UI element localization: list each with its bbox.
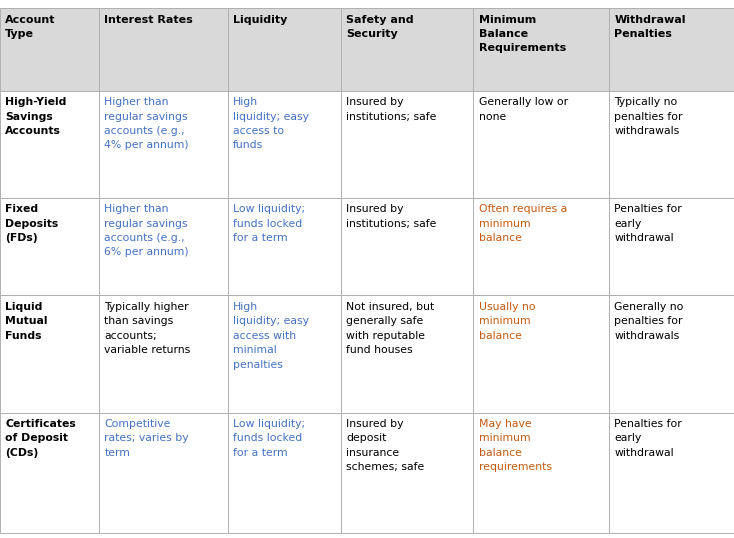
Bar [99, 198, 228, 295]
Text: Withdrawal
Penalties: Withdrawal Penalties [614, 15, 686, 39]
Text: Penalties for
early
withdrawal: Penalties for early withdrawal [614, 204, 682, 243]
Bar [341, 198, 473, 295]
Text: Low liquidity;
funds locked
for a term: Low liquidity; funds locked for a term [233, 204, 305, 243]
Bar [99, 8, 228, 91]
Text: Competitive
rates; varies by
term: Competitive rates; varies by term [104, 419, 189, 458]
Text: Account
Type: Account Type [5, 15, 56, 39]
Text: Insured by
institutions; safe: Insured by institutions; safe [346, 97, 437, 122]
Bar [473, 198, 609, 295]
Bar [341, 91, 473, 198]
Text: Insured by
institutions; safe: Insured by institutions; safe [346, 204, 437, 229]
Text: Liquidity: Liquidity [233, 15, 287, 25]
Text: Not insured, but
generally safe
with reputable
fund houses: Not insured, but generally safe with rep… [346, 302, 435, 355]
Text: Liquid
Mutual
Funds: Liquid Mutual Funds [5, 302, 48, 341]
Text: Interest Rates: Interest Rates [104, 15, 193, 25]
Bar [0, 91, 99, 198]
Text: Often requires a
minimum
balance: Often requires a minimum balance [479, 204, 567, 243]
Text: High
liquidity; easy
access with
minimal
penalties: High liquidity; easy access with minimal… [233, 302, 309, 370]
Bar [609, 295, 734, 413]
Text: Low liquidity;
funds locked
for a term: Low liquidity; funds locked for a term [233, 419, 305, 458]
Text: Penalties for
early
withdrawal: Penalties for early withdrawal [614, 419, 682, 458]
Text: High-Yield
Savings
Accounts: High-Yield Savings Accounts [5, 97, 67, 136]
Text: Higher than
regular savings
accounts (e.g.,
4% per annum): Higher than regular savings accounts (e.… [104, 97, 189, 150]
Bar [473, 91, 609, 198]
Bar [473, 413, 609, 533]
Bar [0, 295, 99, 413]
Text: Generally no
penalties for
withdrawals: Generally no penalties for withdrawals [614, 302, 684, 341]
Text: Safety and
Security: Safety and Security [346, 15, 414, 39]
Bar [228, 413, 341, 533]
Bar [0, 8, 99, 91]
Bar [228, 8, 341, 91]
Bar [228, 198, 341, 295]
Bar [99, 91, 228, 198]
Bar [99, 295, 228, 413]
Text: Generally low or
none: Generally low or none [479, 97, 567, 122]
Text: Certificates
of Deposit
(CDs): Certificates of Deposit (CDs) [5, 419, 76, 458]
Bar [99, 413, 228, 533]
Text: Usually no
minimum
balance: Usually no minimum balance [479, 302, 535, 341]
Bar [0, 413, 99, 533]
Text: May have
minimum
balance
requirements: May have minimum balance requirements [479, 419, 551, 472]
Text: Typically higher
than savings
accounts;
variable returns: Typically higher than savings accounts; … [104, 302, 191, 355]
Bar [228, 91, 341, 198]
Bar [341, 295, 473, 413]
Text: Insured by
deposit
insurance
schemes; safe: Insured by deposit insurance schemes; sa… [346, 419, 425, 472]
Bar [473, 295, 609, 413]
Text: Fixed
Deposits
(FDs): Fixed Deposits (FDs) [5, 204, 59, 243]
Text: Minimum
Balance
Requirements: Minimum Balance Requirements [479, 15, 566, 53]
Bar [609, 198, 734, 295]
Bar [341, 8, 473, 91]
Bar [609, 413, 734, 533]
Bar [341, 413, 473, 533]
Text: Higher than
regular savings
accounts (e.g.,
6% per annum): Higher than regular savings accounts (e.… [104, 204, 189, 258]
Bar [473, 8, 609, 91]
Text: High
liquidity; easy
access to
funds: High liquidity; easy access to funds [233, 97, 309, 150]
Text: Typically no
penalties for
withdrawals: Typically no penalties for withdrawals [614, 97, 683, 136]
Bar [0, 198, 99, 295]
Bar [609, 91, 734, 198]
Bar [228, 295, 341, 413]
Bar [609, 8, 734, 91]
